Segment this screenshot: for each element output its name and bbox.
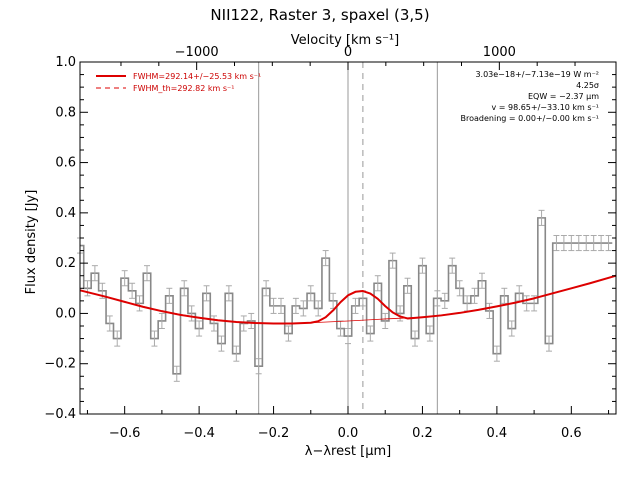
chart-title: NII122, Raster 3, spaxel (3,5)	[210, 6, 429, 24]
top-tick-label: 0	[344, 45, 352, 60]
y-tick-label: 0.8	[55, 105, 76, 120]
y-tick-label: 1.0	[55, 55, 76, 70]
plot-axes: −0.6 −0.4 −0.2 0.0 0.2 0.4 0.6 −0.4 −0.2 0.0 0.2 0.…	[44, 45, 617, 441]
x-tick-label: 0.2	[412, 426, 433, 441]
y-tick-label: −0.2	[44, 357, 76, 372]
top-axis-label: Velocity [km s⁻¹]	[291, 33, 399, 48]
data-histogram	[77, 209, 613, 382]
legend-entry-fwhm: FWHM=292.14+/−25.53 km s⁻¹	[133, 72, 261, 81]
annotation-velocity: v = 98.65+/−33.10 km s⁻¹	[491, 103, 599, 112]
x-tick-label: 0.0	[338, 426, 359, 441]
y-tick-label: −0.4	[44, 407, 76, 422]
y-axis-label: Flux density [Jy]	[24, 190, 39, 295]
reference-lines	[258, 62, 438, 414]
fit-curves	[79, 274, 617, 325]
flux-histogram	[80, 217, 613, 375]
x-tick-label: −0.4	[183, 426, 215, 441]
x-tick-label: −0.2	[258, 426, 290, 441]
annotation-sigma: 4.25σ	[576, 81, 599, 90]
x-tick-label: 0.6	[561, 426, 582, 441]
top-tick-label: −1000	[175, 45, 219, 60]
annotation-broadening: Broadening = 0.00+/−0.00 km s⁻¹	[461, 114, 599, 123]
annotation-eqw: EQW = −2.37 μm	[528, 92, 599, 101]
x-tick-label: −0.6	[109, 426, 141, 441]
legend-entry-fwhm-th: FWHM_th=292.82 km s⁻¹	[133, 84, 234, 93]
y-tick-label: 0.6	[55, 156, 76, 171]
annotation-flux: 3.03e−18+/−7.13e−19 W m⁻²	[475, 70, 599, 79]
gaussian-fit-curve	[79, 274, 617, 325]
y-tick-label: 0.2	[55, 256, 76, 271]
x-tick-label: 0.4	[487, 426, 508, 441]
x-axis-label: λ−λrest [μm]	[305, 444, 391, 459]
fit-annotations: 3.03e−18+/−7.13e−19 W m⁻² 4.25σ EQW = −2…	[461, 70, 600, 123]
y-tick-label: 0.4	[55, 206, 76, 221]
legend: FWHM=292.14+/−25.53 km s⁻¹ FWHM_th=292.8…	[96, 72, 261, 93]
y-tick-label: 0.0	[55, 306, 76, 321]
top-tick-label: 1000	[483, 45, 516, 60]
